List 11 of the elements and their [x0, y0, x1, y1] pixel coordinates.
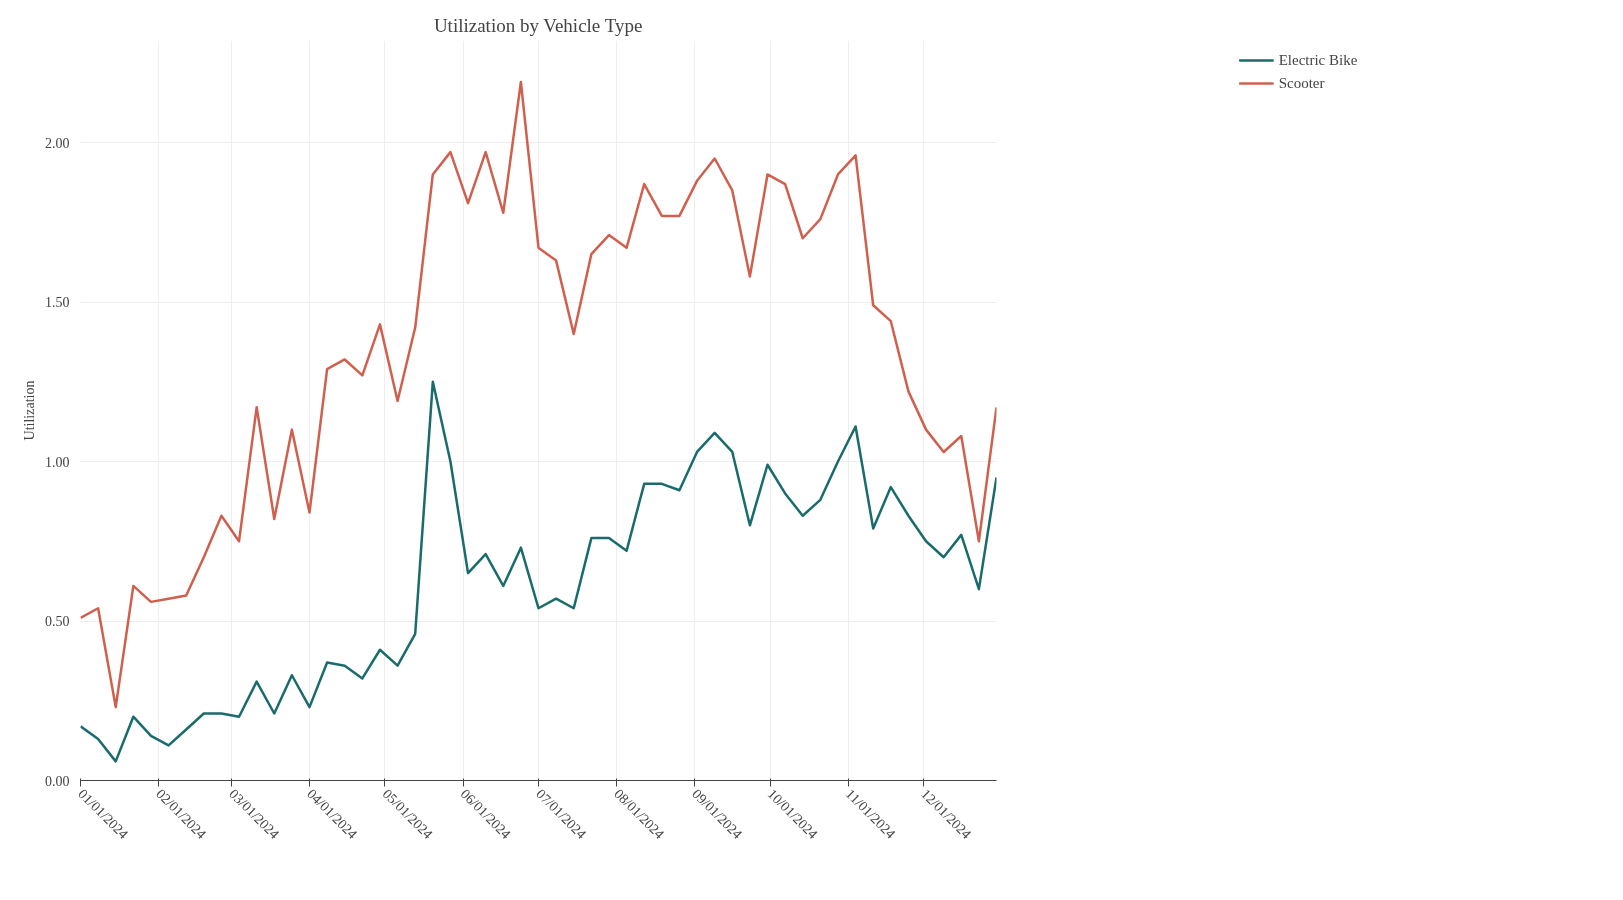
line-series [80, 80, 997, 709]
y-tick-label: 1.00 [45, 454, 70, 470]
y-tick-label: 1.50 [45, 295, 70, 311]
y-tick-label: 0.50 [45, 614, 70, 630]
chart-title: Utilization by Vehicle Type [433, 14, 643, 36]
legend-label: Electric Bike [1278, 51, 1358, 69]
y-tick-label: 2.00 [45, 135, 70, 151]
legend-label: Scooter [1278, 74, 1325, 92]
y-tick-label: 0.00 [45, 773, 70, 789]
y-axis-title: Utilization [22, 380, 37, 441]
line-series [80, 380, 997, 763]
